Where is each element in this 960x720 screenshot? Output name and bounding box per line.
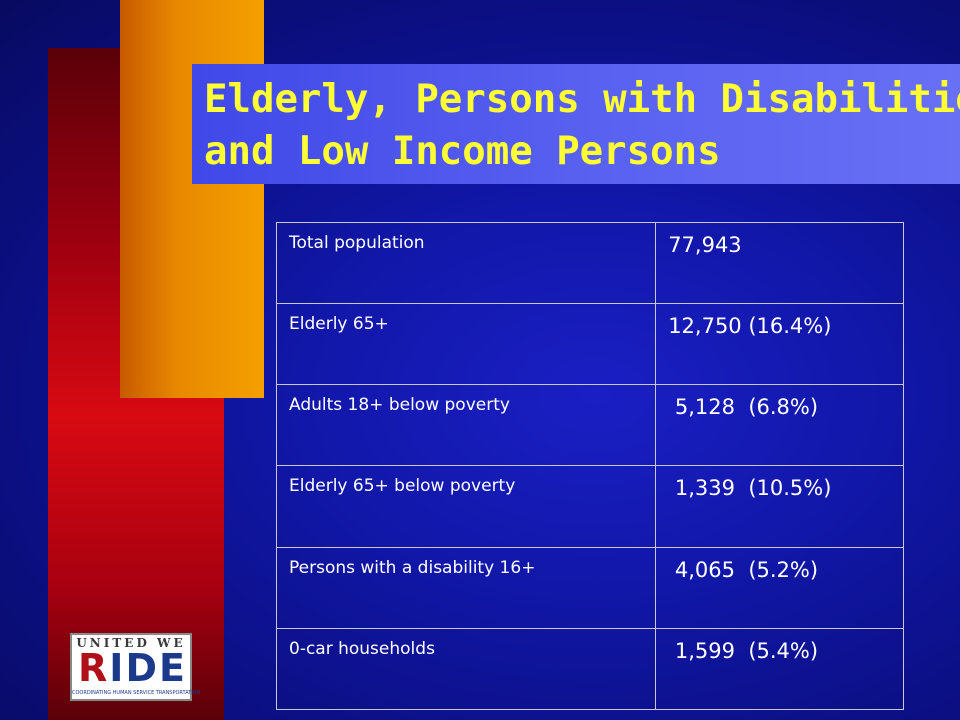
logo-tagline: COORDINATING HUMAN SERVICE TRANSPORTATIO… bbox=[72, 690, 201, 696]
row-value: 4,065 (5.2%) bbox=[655, 546, 904, 629]
orange-decorative-bar bbox=[120, 0, 264, 398]
row-value: 5,128 (6.8%) bbox=[655, 384, 904, 467]
row-value: 1,339 (10.5%) bbox=[655, 465, 904, 548]
logo-letter: I bbox=[109, 646, 123, 690]
title-line-2: and Low Income Persons bbox=[204, 129, 721, 174]
row-label: Adults 18+ below poverty bbox=[275, 384, 657, 467]
table-row: Elderly 65+ below poverty 1,339 (10.5%) bbox=[275, 465, 904, 548]
table-row: Persons with a disability 16+ 4,065 (5.2… bbox=[275, 546, 904, 629]
row-label: 0-car households bbox=[275, 627, 657, 711]
logo-letter: R bbox=[78, 646, 107, 690]
logo-letter: E bbox=[158, 646, 185, 690]
table-row: 0-car households 1,599 (5.4%) bbox=[275, 627, 904, 711]
row-label: Total population bbox=[275, 221, 657, 305]
table-row: Adults 18+ below poverty 5,128 (6.8%) bbox=[275, 384, 904, 467]
table-row: Total population 77,943 bbox=[275, 221, 904, 305]
table-row: Elderly 65+ 12,750 (16.4%) bbox=[275, 303, 904, 386]
logo-ride-letters: R I D E bbox=[74, 649, 188, 687]
row-value: 12,750 (16.4%) bbox=[655, 303, 904, 386]
united-we-ride-logo: UNITED WE R I D E COORDINATING HUMAN SER… bbox=[70, 633, 201, 701]
row-value: 77,943 bbox=[655, 221, 904, 305]
population-table: Total population 77,943 Elderly 65+ 12,7… bbox=[275, 221, 904, 711]
logo-letter: D bbox=[125, 646, 157, 690]
row-value: 1,599 (5.4%) bbox=[655, 627, 904, 711]
row-label: Elderly 65+ below poverty bbox=[275, 465, 657, 548]
row-label: Persons with a disability 16+ bbox=[275, 546, 657, 629]
slide-title: Elderly, Persons with Disabilities and L… bbox=[192, 64, 960, 184]
title-line-1: Elderly, Persons with Disabilities bbox=[204, 77, 960, 122]
logo-top-text: UNITED WE bbox=[76, 636, 186, 650]
row-label: Elderly 65+ bbox=[275, 303, 657, 386]
